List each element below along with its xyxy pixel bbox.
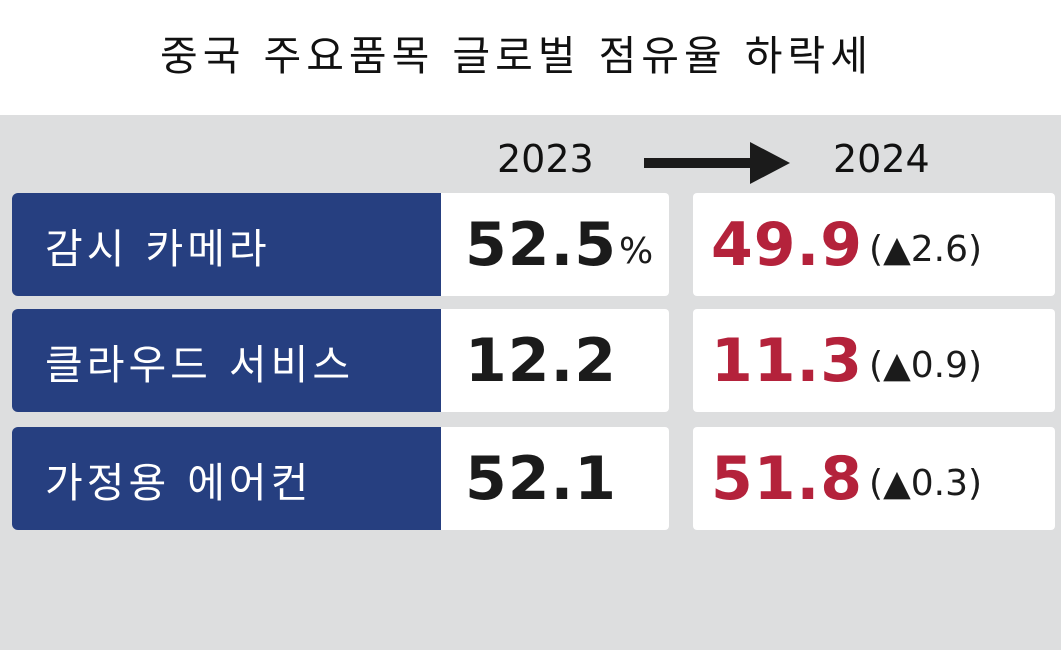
value-2023: 12.2	[465, 325, 618, 396]
value-2024-box: 11.3 (▲0.9)	[693, 309, 1055, 412]
row-label-box: 감시 카메라	[12, 193, 441, 296]
value-2023: 52.1	[465, 443, 618, 514]
row-label-box: 가정용 에어컨	[12, 427, 441, 530]
change-label: (▲2.6)	[869, 229, 983, 270]
value-2023: 52.5	[465, 209, 618, 280]
value-2024-box: 49.9 (▲2.6)	[693, 193, 1055, 296]
row-label: 가정용 에어컨	[45, 458, 313, 507]
title-band	[0, 0, 1061, 115]
change-label: (▲0.9)	[869, 345, 983, 386]
unit-label: %	[619, 231, 654, 272]
value-2024: 11.3	[711, 325, 864, 396]
year-2024-header: 2024	[833, 137, 930, 181]
value-2023-box: 52.5 %	[441, 193, 669, 296]
value-2024: 51.8	[711, 443, 864, 514]
year-2023-header: 2023	[497, 137, 594, 181]
change-label: (▲0.3)	[869, 463, 983, 504]
right-arrow-icon	[644, 142, 790, 184]
value-2024-box: 51.8 (▲0.3)	[693, 427, 1055, 530]
value-2023-box: 52.1	[441, 427, 669, 530]
value-2023-box: 12.2	[441, 309, 669, 412]
value-2024: 49.9	[711, 209, 864, 280]
chart-title: 중국 주요품목 글로벌 점유율 하락세	[160, 32, 873, 80]
row-label-box: 클라우드 서비스	[12, 309, 441, 412]
row-label: 클라우드 서비스	[45, 340, 355, 389]
row-label: 감시 카메라	[45, 224, 271, 273]
